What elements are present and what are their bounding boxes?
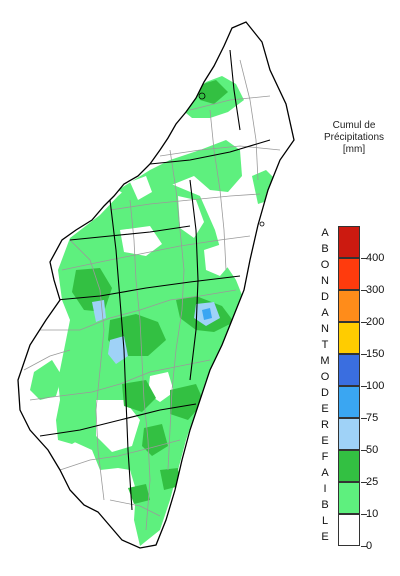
legend-letter-faible-0: F — [321, 451, 329, 463]
legend-letter-abondant-2: O — [320, 259, 330, 271]
legend-letter-faible-2: I — [323, 483, 327, 495]
legend-letter-modere-4: R — [321, 419, 329, 431]
legend-tick-label-1: 10 — [366, 508, 379, 520]
legend-title-line-3: [mm] — [342, 144, 366, 155]
legend-tick-6 — [361, 354, 367, 355]
legend-tick-label-7: 200 — [366, 316, 385, 328]
legend-tick-label-6: 150 — [366, 348, 385, 360]
legend-bin-5 — [338, 354, 360, 386]
legend-letter-abondant-1: B — [321, 243, 329, 255]
legend-letter-faible-5: E — [321, 531, 329, 543]
legend-bin-7 — [338, 290, 360, 322]
legend-letter-abondant-7: T — [321, 339, 329, 351]
legend-tick-5 — [361, 386, 367, 387]
legend-letter-abondant-6: N — [321, 323, 329, 335]
coastline — [17, 21, 295, 549]
legend-tick-3 — [361, 450, 367, 451]
legend-letter-abondant-4: D — [321, 291, 329, 303]
legend-tick-label-0: 0 — [366, 540, 373, 552]
madagascar-precipitation-map — [17, 21, 295, 549]
legend-tick-7 — [361, 322, 367, 323]
legend-letter-faible-3: B — [321, 499, 329, 511]
legend-tick-1 — [361, 514, 367, 515]
legend-bin-8 — [338, 258, 360, 290]
legend-tick-label-8: 300 — [366, 284, 385, 296]
legend-letter-abondant-3: N — [321, 275, 329, 287]
district-boundaries — [23, 59, 281, 531]
legend-tick-label-2: 25 — [366, 476, 379, 488]
legend-title-line-2: Précipitations — [323, 132, 385, 143]
legend-tick-2 — [361, 482, 367, 483]
legend-bin-1 — [338, 482, 360, 514]
legend-letter-modere-1: O — [320, 371, 330, 383]
island-nosy-be — [198, 92, 206, 100]
legend-bin-6 — [338, 322, 360, 354]
legend-letter-modere-0: M — [320, 355, 330, 367]
legend-tick-label-4: 75 — [366, 412, 379, 424]
legend-tick-label-5: 100 — [366, 380, 385, 392]
legend-bin-4 — [338, 386, 360, 418]
legend-tick-label-3: 50 — [366, 444, 379, 456]
legend-letter-faible-1: A — [321, 467, 329, 479]
legend-letter-modere-3: E — [321, 403, 329, 415]
legend-bin-9 — [338, 226, 360, 258]
legend-letter-modere-2: D — [321, 387, 329, 399]
legend-tick-label-9: 400 — [366, 252, 385, 264]
legend-letter-abondant-5: A — [321, 307, 329, 319]
legend-letter-abondant-0: A — [321, 227, 329, 239]
region-boundaries — [39, 49, 271, 511]
legend-bin-0 — [338, 514, 360, 546]
dry-pockets — [96, 176, 232, 452]
legend-tick-4 — [361, 418, 367, 419]
legend-letter-modere-5: E — [321, 435, 329, 447]
legend-tick-8 — [361, 290, 367, 291]
legend-tick-9 — [361, 258, 367, 259]
legend-tick-0 — [361, 546, 367, 547]
legend-title-line-1: Cumul de — [332, 120, 376, 131]
legend-bin-3 — [338, 418, 360, 450]
island-sainte-marie — [259, 221, 265, 227]
legend-bin-2 — [338, 450, 360, 482]
legend-letter-faible-4: L — [321, 515, 329, 527]
